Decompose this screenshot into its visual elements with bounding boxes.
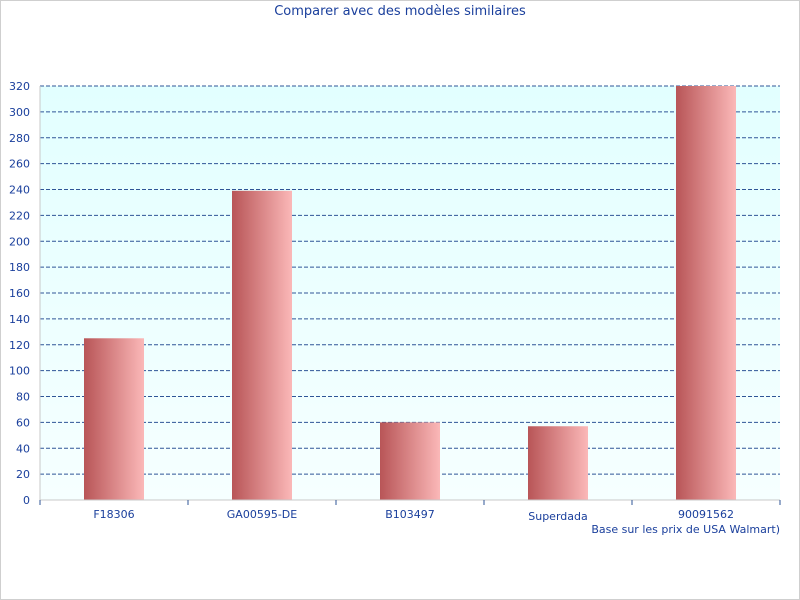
- bar-90091562: [676, 86, 736, 500]
- y-tick-label: 220: [9, 209, 30, 222]
- bar-ga00595-de: [232, 190, 292, 500]
- x-tick-label: Superdada: [528, 510, 587, 523]
- chart-title: Comparer avec des modèles similaires: [274, 4, 526, 19]
- y-tick-label: 60: [16, 416, 30, 429]
- y-tick-label: 240: [9, 184, 30, 197]
- y-tick-labels: 0 20 40 60 80 100 120 140 160 180 200 220 240 260 280 3…: [9, 80, 30, 507]
- axes: [39, 86, 781, 505]
- y-tick-label: 40: [16, 442, 30, 455]
- y-tick-label: 140: [9, 313, 30, 326]
- y-tick-label: 280: [9, 132, 30, 145]
- y-tick-label: 260: [9, 158, 30, 171]
- x-tick-label: GA00595-DE: [227, 508, 297, 521]
- y-tick-label: 200: [9, 235, 30, 248]
- y-tick-label: 20: [16, 468, 30, 481]
- y-tick-label: 180: [9, 261, 30, 274]
- y-tick-label: 300: [9, 106, 30, 119]
- bars: [84, 86, 736, 500]
- y-tick-label: 320: [9, 80, 30, 93]
- bar-b103497: [380, 422, 440, 500]
- bar-f18306: [84, 338, 144, 500]
- y-tick-label: 160: [9, 287, 30, 300]
- bar-superdada: [528, 426, 588, 500]
- price-source-note: Base sur les prix de USA Walmart): [591, 523, 780, 536]
- y-tick-label: 100: [9, 365, 30, 378]
- x-tick-label: 90091562: [678, 508, 734, 521]
- y-tick-label: 120: [9, 339, 30, 352]
- x-tick-labels: F18306 GA00595-DE B103497 Superdada 90091562: [93, 508, 734, 523]
- y-tick-label: 0: [23, 494, 30, 507]
- x-tick-label: B103497: [385, 508, 435, 521]
- y-tick-label: 80: [16, 391, 30, 404]
- x-tick-label: F18306: [93, 508, 134, 521]
